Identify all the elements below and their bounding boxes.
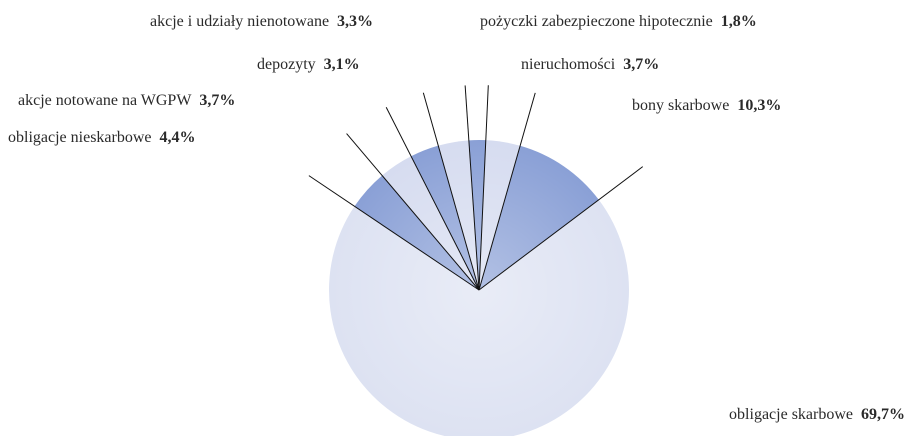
slice-name: bony skarbowe <box>632 97 729 114</box>
leader-line <box>478 92 536 291</box>
slice-name: depozyty <box>257 56 316 73</box>
leader-line <box>385 106 480 291</box>
slice-label: obligacje nieskarbowe 4,4% <box>8 129 196 146</box>
leader-line <box>422 92 480 291</box>
slice-label: depozyty 3,1% <box>257 56 360 73</box>
slice-name: akcje i udziały nienotowane <box>150 13 329 30</box>
slice-value: 3,3% <box>337 13 373 30</box>
slice-value: 3,1% <box>324 56 360 73</box>
slice-label: nieruchomości 3,7% <box>521 56 659 73</box>
leader-line <box>464 85 480 291</box>
leader-line <box>478 85 489 291</box>
slice-label: akcje notowane na WGPW 3,7% <box>18 92 235 109</box>
slice-value: 1,8% <box>721 13 757 30</box>
slice-label: akcje i udziały nienotowane 3,3% <box>150 13 373 30</box>
slice-value: 3,7% <box>623 56 659 73</box>
leader-line <box>478 166 644 291</box>
slice-label: obligacje skarbowe 69,7% <box>729 406 905 423</box>
leader-line <box>308 175 480 291</box>
slice-value: 3,7% <box>199 92 235 109</box>
slice-name: obligacje skarbowe <box>729 406 853 423</box>
slice-label: pożyczki zabezpieczone hipotecznie 1,8% <box>480 13 757 30</box>
slice-name: akcje notowane na WGPW <box>18 92 192 109</box>
slice-name: nieruchomości <box>521 56 616 73</box>
slice-label: bony skarbowe 10,3% <box>632 97 781 114</box>
slice-value: 10,3% <box>737 97 781 114</box>
slice-value: 4,4% <box>160 129 196 146</box>
leader-line <box>346 133 480 291</box>
slice-name: obligacje nieskarbowe <box>8 129 152 146</box>
slice-value: 69,7% <box>861 406 905 423</box>
slice-name: pożyczki zabezpieczone hipotecznie <box>480 13 713 30</box>
